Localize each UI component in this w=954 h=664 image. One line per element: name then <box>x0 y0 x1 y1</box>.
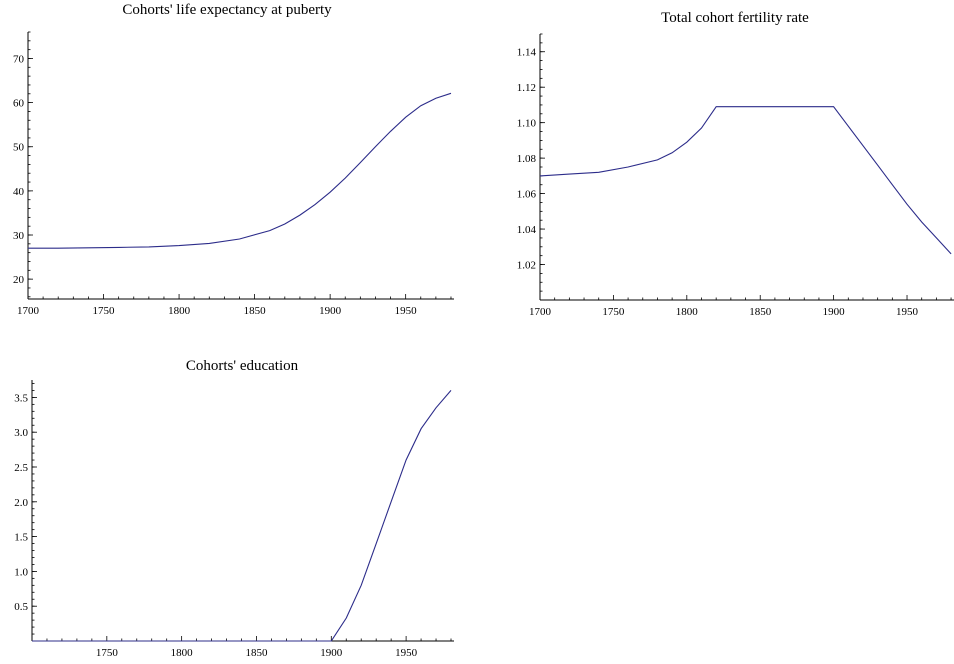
y-tick-label: 1.08 <box>517 153 537 165</box>
chart-title: Cohorts' life expectancy at puberty <box>122 2 332 18</box>
x-tick-label: 1800 <box>171 647 194 659</box>
x-tick-label: 1800 <box>168 305 191 317</box>
y-tick-label: 60 <box>13 98 25 110</box>
x-tick-label: 1950 <box>395 647 418 659</box>
y-tick-label: 40 <box>13 186 25 198</box>
y-tick-label: 3.5 <box>14 392 28 404</box>
y-tick-label: 70 <box>13 53 25 65</box>
x-tick-label: 1900 <box>320 647 343 659</box>
x-tick-label: 1850 <box>749 306 772 318</box>
education-chart: Cohorts' education 1750 1800 1850 1900 1950 0… <box>14 358 454 659</box>
x-tick-label: 1850 <box>245 647 268 659</box>
x-tick-label: 1700 <box>17 305 40 317</box>
life-expectancy-chart: Cohorts' life expectancy at puberty 1700… <box>13 2 454 317</box>
fertility-rate-chart: Total cohort fertility rate 1700 1750 1800… <box>517 10 954 318</box>
x-tick-label: 1900 <box>823 306 846 318</box>
x-tick-label: 1750 <box>93 305 116 317</box>
y-tick-label: 1.04 <box>517 224 537 236</box>
y-tick-label: 1.10 <box>517 118 537 130</box>
x-tick-label: 1950 <box>896 306 919 318</box>
y-tick-label: 2.0 <box>14 497 28 509</box>
x-tick-label: 1950 <box>395 305 418 317</box>
x-tick-label: 1800 <box>676 306 699 318</box>
x-tick-label: 1750 <box>602 306 625 318</box>
series-line <box>32 390 452 642</box>
series-line <box>28 92 452 249</box>
y-tick-label: 30 <box>13 230 25 242</box>
y-tick-label: 50 <box>13 142 25 154</box>
y-tick-label: 1.02 <box>517 260 536 272</box>
y-tick-label: 1.0 <box>14 566 28 578</box>
x-tick-label: 1850 <box>244 305 267 317</box>
y-tick-label: 3.0 <box>14 427 28 439</box>
y-tick-label: 2.5 <box>14 462 28 474</box>
y-tick-label: 1.06 <box>517 189 537 201</box>
y-tick-label: 1.5 <box>14 532 28 544</box>
x-tick-label: 1700 <box>529 306 552 318</box>
y-tick-label: 1.14 <box>517 47 537 59</box>
chart-title: Total cohort fertility rate <box>661 10 809 26</box>
x-tick-label: 1750 <box>96 647 119 659</box>
y-tick-label: 0.5 <box>14 601 28 613</box>
series-line <box>539 106 952 255</box>
x-tick-label: 1900 <box>319 305 342 317</box>
chart-title: Cohorts' education <box>186 358 299 374</box>
y-tick-label: 1.12 <box>517 82 536 94</box>
y-tick-label: 20 <box>13 274 25 286</box>
